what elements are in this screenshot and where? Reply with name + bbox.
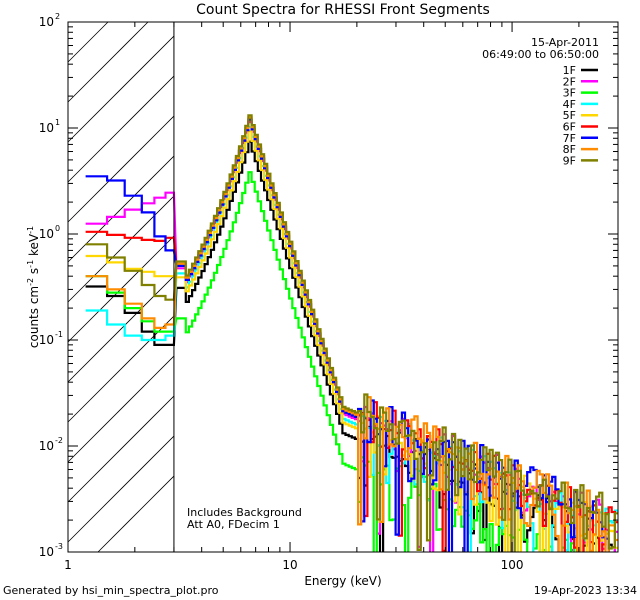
y-tick-exponent: -1: [55, 330, 63, 339]
y-label-exp-3: -1: [26, 226, 35, 234]
footer-generator: Generated by hsi_min_spectra_plot.pro: [3, 584, 219, 597]
hatch-line: [68, 396, 174, 502]
y-tick-exponent: 1: [55, 118, 60, 127]
hatch-line: [68, 116, 174, 222]
hatch-line: [68, 156, 174, 262]
series-7F: [86, 120, 618, 573]
hatch-line: [68, 22, 148, 102]
chart-title: Count Spectra for RHESSI Front Segments: [196, 2, 490, 18]
hatch-line: [98, 476, 174, 552]
y-tick-exponent: 2: [55, 12, 60, 21]
x-axis-label: Energy (keV): [304, 574, 381, 588]
y-tick-label: 10: [39, 439, 54, 453]
annotation-attenuator: Att A0, FDecim 1: [187, 518, 280, 531]
legend-label: 9F: [563, 154, 576, 167]
series-5F: [86, 131, 618, 594]
hatch-line: [68, 76, 174, 182]
series-layer: [86, 115, 618, 594]
y-tick-label: 10: [39, 227, 54, 241]
series-8F: [86, 118, 618, 595]
y-tick-label: 10: [39, 121, 54, 135]
y-label-exp-2: -1: [26, 260, 35, 268]
y-label-exp-1: -2: [26, 278, 35, 286]
y-axis-label: counts cm-2 s-1 keV-1: [26, 226, 41, 348]
x-tick-label: 100: [501, 558, 524, 572]
x-tick-label: 10: [282, 558, 297, 572]
x-tick-labels: 1 10 100: [64, 558, 523, 572]
y-tick-exponent: 0: [55, 224, 60, 233]
hatch-line: [68, 22, 108, 62]
series-9F: [86, 115, 618, 587]
excluded-energy-hatch: [68, 22, 174, 552]
series-1F: [86, 142, 618, 595]
y-label-part-3: keV: [27, 233, 41, 260]
x-tick-label: 1: [64, 558, 72, 572]
series-2F: [86, 122, 618, 591]
hatch-line: [68, 36, 174, 142]
y-tick-label: 10: [39, 15, 54, 29]
y-label-part-1: counts cm: [27, 286, 41, 348]
time-range-label: 06:49:00 to 06:50:00: [482, 48, 599, 61]
hatch-line: [68, 196, 174, 302]
y-tick-exponent: -2: [55, 436, 63, 445]
y-tick-label: 10: [39, 333, 54, 347]
spectra-chart: Count Spectra for RHESSI Front Segments …: [0, 0, 640, 600]
hatch-line: [68, 436, 174, 542]
hatch-line: [68, 356, 174, 462]
y-tick-exponent: -3: [55, 542, 63, 551]
series-6F: [86, 120, 618, 595]
y-label-part-2: s: [27, 268, 41, 278]
y-tick-label: 10: [39, 545, 54, 559]
footer-timestamp: 19-Apr-2023 13:34: [534, 584, 637, 597]
